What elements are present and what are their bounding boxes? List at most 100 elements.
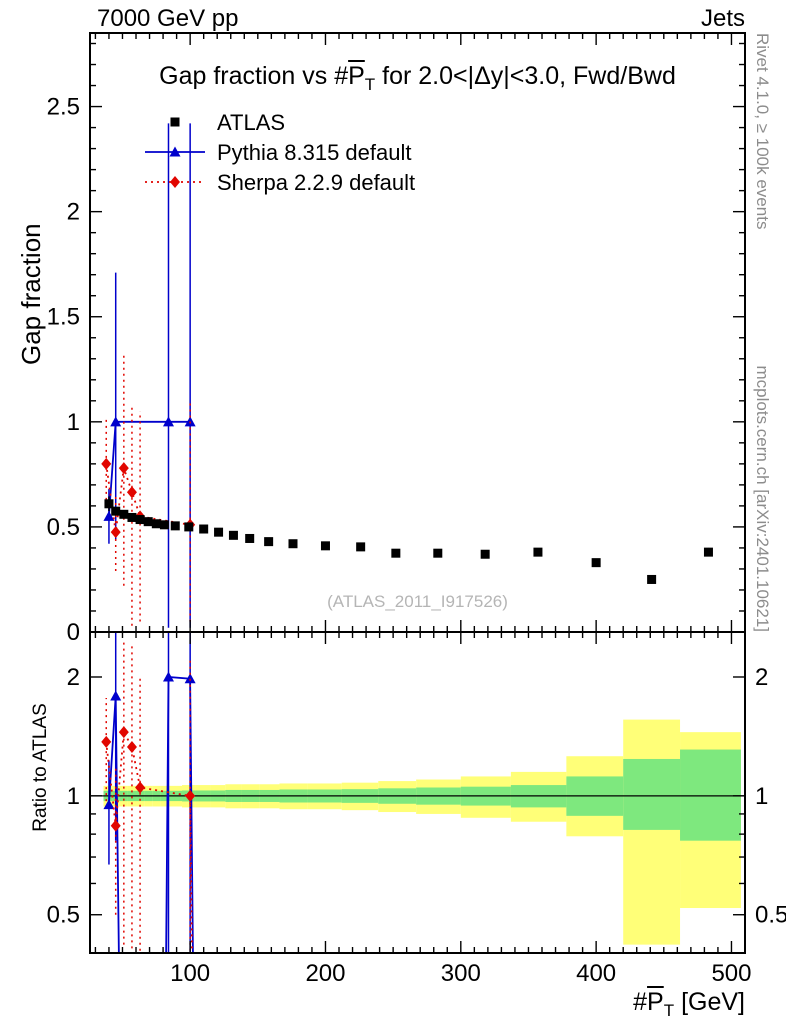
tick-label: 0 [67, 619, 80, 646]
triangle-marker [184, 673, 196, 684]
diamond-marker [135, 781, 146, 794]
triangle-marker [110, 416, 122, 427]
square-marker [170, 117, 180, 127]
diamond-marker [126, 486, 137, 499]
square-marker [135, 515, 145, 525]
xlabel-pt-subscript: T [663, 1001, 675, 1020]
main-panel-frame [89, 32, 746, 633]
rivet-version-note: Rivet 4.1.0, ≥ 100k events [753, 33, 772, 230]
ratio-y-axis-title: Ratio to ATLAS [30, 703, 51, 832]
pythia-main-series [103, 123, 196, 628]
xlabel-post: [GeV] [674, 988, 745, 1016]
diamond-marker [185, 789, 196, 802]
square-marker [119, 509, 129, 519]
legend-label: Pythia 8.315 default [217, 140, 411, 165]
square-marker [184, 522, 194, 532]
atlas-main-series [104, 496, 713, 584]
tick-label: 1 [67, 409, 80, 436]
series-line [108, 420, 191, 517]
square-marker [703, 547, 713, 557]
title-pt-subscript: T [364, 75, 376, 94]
square-marker [533, 547, 543, 557]
legend: ATLAS Pythia 8.315 default Sherpa 2.2.9 de… [145, 110, 415, 195]
tick-label: 2 [67, 664, 80, 691]
legend-entry: ATLAS [170, 110, 285, 135]
triangle-marker [162, 671, 174, 682]
tick-label: 1 [755, 783, 768, 810]
square-marker [480, 549, 490, 559]
triangle-marker [169, 146, 181, 157]
triangle-marker [103, 510, 115, 521]
square-marker [104, 499, 114, 509]
tick-label: 200 [305, 960, 345, 987]
square-marker [647, 574, 657, 584]
square-marker [228, 530, 238, 540]
diamond-marker [110, 526, 121, 539]
xlabel-pt-symbol: P [647, 988, 664, 1016]
tick-label: 2 [67, 199, 80, 226]
triangle-marker [162, 416, 174, 427]
tick-label: 300 [441, 960, 481, 987]
square-marker [288, 539, 298, 549]
green-uncertainty-band [680, 749, 741, 841]
sherpa-ratio-series [101, 640, 196, 953]
square-marker [111, 506, 121, 516]
tick-label: 1.5 [47, 304, 80, 331]
ratio-uncertainty-bands [90, 719, 745, 945]
tick-label: 2.5 [47, 94, 80, 121]
square-marker [151, 519, 161, 529]
tick-label: 1 [67, 783, 80, 810]
square-marker [264, 537, 274, 547]
beam-energy-label: 7000 GeV pp [97, 5, 239, 32]
diamond-marker [170, 176, 180, 188]
diamond-marker [126, 740, 137, 753]
x-axis-title: #PT [GeV] [445, 988, 745, 1021]
diamond-marker [118, 462, 129, 475]
ratio-panel-frame [89, 631, 746, 954]
yellow-uncertainty-band [623, 719, 681, 945]
title-post: for 2.0<|Δy|<3.0, Fwd/Bwd [375, 62, 676, 90]
tick-label: 0.5 [47, 514, 80, 541]
square-marker [199, 524, 209, 534]
diamond-marker [101, 735, 112, 748]
square-marker [170, 521, 180, 531]
diamond-marker [101, 457, 112, 470]
triangle-marker [110, 690, 122, 701]
diamond-marker [118, 726, 129, 739]
ratio-panel-series [101, 632, 196, 953]
square-marker [591, 558, 601, 568]
legend-label: ATLAS [217, 110, 285, 135]
mcplots-attribution-note: mcplots.cern.ch [arXiv:2401.10621] [753, 365, 772, 632]
square-marker [159, 520, 169, 530]
legend-entry: Pythia 8.315 default [145, 140, 411, 165]
square-marker [245, 533, 255, 543]
square-marker [127, 512, 137, 522]
tick-label: 500 [711, 960, 751, 987]
title-pre: Gap fraction vs # [159, 62, 349, 90]
square-marker [320, 541, 330, 551]
tick-label: 100 [170, 960, 210, 987]
main-y-axis-title: Gap fraction [16, 223, 46, 365]
diamond-marker [110, 819, 121, 832]
legend-label: Sherpa 2.2.9 default [217, 170, 415, 195]
xlabel-pre: # [633, 988, 648, 1016]
square-marker [143, 517, 153, 527]
tick-label: 2 [755, 664, 768, 691]
tick-label: 400 [576, 960, 616, 987]
tick-label: 0.5 [47, 902, 80, 929]
analysis-category-label: Jets [700, 5, 745, 32]
pythia-ratio-series [103, 632, 196, 953]
analysis-watermark: (ATLAS_2011_I917526) [327, 592, 508, 611]
green-uncertainty-band [623, 758, 681, 830]
title-pt-symbol: P [348, 62, 365, 90]
square-marker [433, 548, 443, 558]
plot-title: Gap fraction vs #PT for 2.0<|Δy|<3.0, Fw… [90, 62, 745, 95]
main-panel-series [101, 123, 713, 628]
triangle-marker [184, 416, 196, 427]
panel-frames [89, 32, 746, 954]
axis-ticks: 100 200 300 400 500 0 0.5 1 1.5 2 2.5 0.5 0.5 1 1 2 2 [47, 33, 786, 987]
tick-label: 0.5 [755, 902, 786, 929]
square-marker [214, 527, 224, 537]
